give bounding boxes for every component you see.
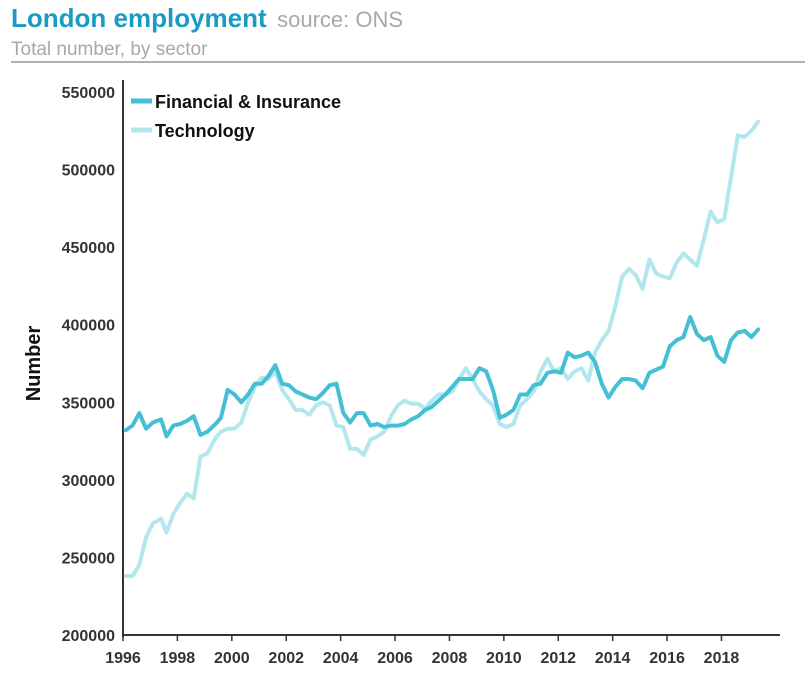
y-tick-label: 200000 <box>62 628 115 645</box>
axes <box>122 80 780 637</box>
chart-title: London employment <box>11 3 267 33</box>
series-line-technology <box>123 119 761 578</box>
x-tick-label: 2018 <box>704 650 740 667</box>
x-tick-label: 2014 <box>595 650 631 667</box>
x-tick-label: 2012 <box>540 650 576 667</box>
y-tick-label: 300000 <box>62 473 115 490</box>
y-axis-label: Number <box>23 326 45 402</box>
chart-header: London employment source: ONS Total numb… <box>11 2 403 61</box>
y-tick-label: 350000 <box>62 395 115 412</box>
series-layer <box>123 119 761 578</box>
y-tick-label: 400000 <box>62 318 115 335</box>
chart-source: source: ONS <box>277 7 404 32</box>
series-line-financial-insurance <box>123 315 761 439</box>
y-tick-label: 450000 <box>62 240 115 257</box>
x-tick-label: 2000 <box>214 650 250 667</box>
header-divider <box>11 61 805 63</box>
x-tick-label: 2004 <box>323 650 359 667</box>
x-tick-label: 2006 <box>377 650 413 667</box>
legend-label-technology: Technology <box>155 121 255 141</box>
x-tick-label: 2016 <box>649 650 685 667</box>
x-tick-label: 2002 <box>268 650 304 667</box>
y-tick-label: 500000 <box>62 163 115 180</box>
x-tick-labels: 1996 1998 2000 2002 2004 2006 2008 2010 2012 2014… <box>105 635 739 667</box>
x-tick-label: 1996 <box>105 650 141 667</box>
y-tick-labels: 200000 250000 300000 350000 400000 450000 5000… <box>62 85 115 645</box>
x-tick-label: 2010 <box>486 650 522 667</box>
legend-label-financial-insurance: Financial & Insurance <box>155 92 341 112</box>
x-tick-label: 1998 <box>160 650 196 667</box>
title-line: London employment source: ONS <box>11 2 403 39</box>
y-tick-label: 250000 <box>62 550 115 567</box>
legend: Financial & Insurance Technology <box>131 92 341 141</box>
x-tick-label: 2008 <box>432 650 468 667</box>
y-tick-label: 550000 <box>62 85 115 102</box>
chart-subtitle: Total number, by sector <box>11 39 208 60</box>
